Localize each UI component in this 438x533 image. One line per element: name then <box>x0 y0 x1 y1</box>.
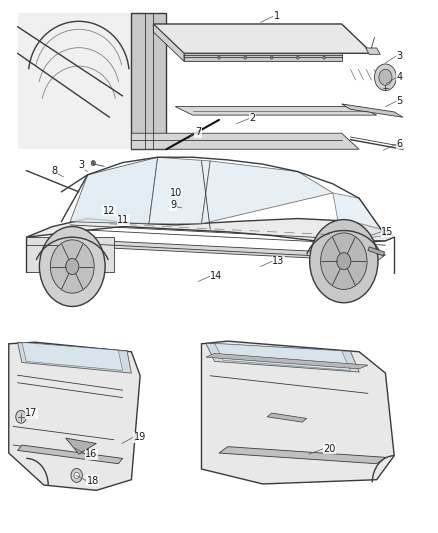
Polygon shape <box>175 107 377 115</box>
Text: 2: 2 <box>250 114 256 123</box>
Circle shape <box>297 56 299 59</box>
Polygon shape <box>333 193 385 241</box>
Polygon shape <box>215 343 350 370</box>
Text: 18: 18 <box>87 476 99 486</box>
Polygon shape <box>18 342 131 373</box>
Circle shape <box>16 410 26 423</box>
Polygon shape <box>153 24 184 61</box>
Polygon shape <box>26 219 394 243</box>
Text: 11: 11 <box>117 215 130 225</box>
Circle shape <box>337 253 351 270</box>
Text: 4: 4 <box>396 72 403 82</box>
Polygon shape <box>206 353 368 369</box>
Circle shape <box>218 56 220 59</box>
Polygon shape <box>66 438 96 454</box>
Text: 3: 3 <box>78 160 84 170</box>
Circle shape <box>39 227 105 306</box>
Polygon shape <box>153 24 372 53</box>
Text: 17: 17 <box>25 408 38 418</box>
Polygon shape <box>131 133 359 149</box>
Polygon shape <box>368 247 385 256</box>
Text: 12: 12 <box>103 206 115 215</box>
Text: 20: 20 <box>323 444 336 454</box>
Polygon shape <box>70 157 158 224</box>
Polygon shape <box>267 413 307 422</box>
Text: 5: 5 <box>396 96 403 106</box>
Polygon shape <box>366 48 380 54</box>
Text: 6: 6 <box>396 139 403 149</box>
Text: 9: 9 <box>170 200 176 210</box>
Circle shape <box>71 469 82 482</box>
Text: 1: 1 <box>274 11 280 21</box>
Polygon shape <box>201 341 394 484</box>
Polygon shape <box>26 237 114 272</box>
Text: 10: 10 <box>170 188 182 198</box>
Polygon shape <box>18 445 123 464</box>
Circle shape <box>270 56 273 59</box>
Circle shape <box>323 56 325 59</box>
Circle shape <box>374 64 396 91</box>
Circle shape <box>66 259 79 274</box>
Circle shape <box>74 472 79 479</box>
Polygon shape <box>206 343 359 372</box>
Polygon shape <box>219 447 385 464</box>
Text: 15: 15 <box>381 227 393 237</box>
Text: 19: 19 <box>134 432 146 442</box>
Text: 13: 13 <box>272 256 285 266</box>
Polygon shape <box>149 157 210 224</box>
Text: 3: 3 <box>396 51 403 61</box>
Polygon shape <box>184 53 342 61</box>
Circle shape <box>91 160 95 166</box>
Polygon shape <box>342 104 403 117</box>
Polygon shape <box>9 342 140 490</box>
Text: 16: 16 <box>85 449 98 459</box>
Text: 8: 8 <box>52 166 58 175</box>
Polygon shape <box>22 342 123 370</box>
Polygon shape <box>131 13 166 149</box>
Circle shape <box>50 240 94 293</box>
Polygon shape <box>201 161 333 224</box>
Circle shape <box>244 56 247 59</box>
Circle shape <box>310 220 378 303</box>
Circle shape <box>379 69 392 85</box>
Polygon shape <box>18 13 131 149</box>
Circle shape <box>321 233 367 289</box>
Text: 7: 7 <box>195 127 201 137</box>
Text: 14: 14 <box>210 271 223 281</box>
Polygon shape <box>53 239 385 261</box>
